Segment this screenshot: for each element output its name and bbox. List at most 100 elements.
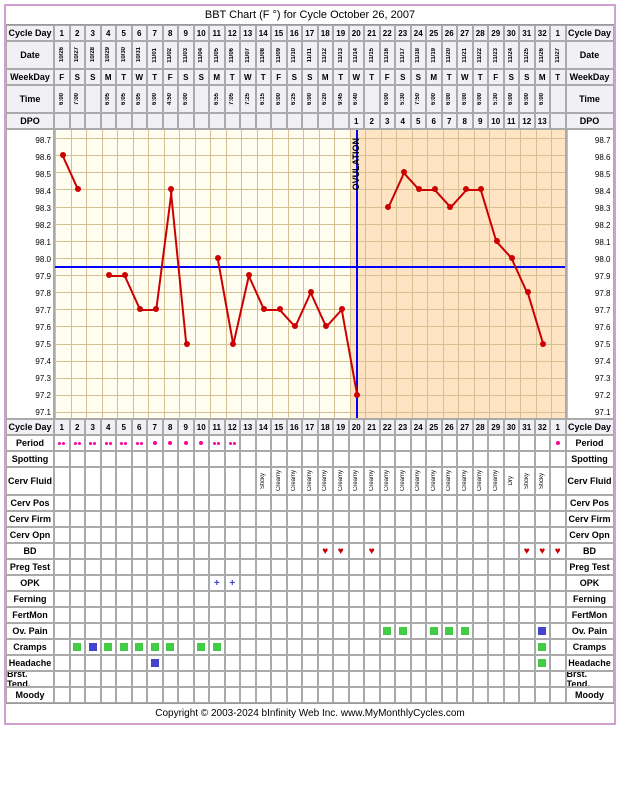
temp-point-13 [261, 306, 267, 312]
cell-cycleday-10: 11 [209, 25, 225, 41]
row-label-cycleday: Cycle Day [6, 419, 54, 435]
header-grid: Cycle Day1234567891011121314151617181920… [6, 25, 614, 129]
cell-brst-30 [519, 671, 535, 687]
cell-ferning-6 [147, 591, 163, 607]
row-label-ferning: Ferning [6, 591, 54, 607]
cell-cervpos-12 [240, 495, 256, 511]
cell-cervfluid-21: Creamy [380, 467, 396, 495]
cell-bd-24 [426, 543, 442, 559]
cell-ovpain-19 [349, 623, 365, 639]
cell-cervopn-9 [194, 527, 210, 543]
cell-moody-8 [178, 687, 194, 703]
cell-cervopn-26 [457, 527, 473, 543]
temp-point-17 [323, 323, 329, 329]
cell-cramps-18 [333, 639, 349, 655]
cell-cervopn-5 [132, 527, 148, 543]
cell-bd-3 [101, 543, 117, 559]
cell-ovpain-11 [225, 623, 241, 639]
ylabel: 97.2 [7, 387, 53, 404]
cell-cervfirm-27 [473, 511, 489, 527]
cell-date-21: 11/16 [380, 41, 396, 69]
cell-bd-7 [163, 543, 179, 559]
cell-brst-28 [488, 671, 504, 687]
cell-cervpos-23 [411, 495, 427, 511]
cell-brst-2 [85, 671, 101, 687]
temp-point-22 [401, 169, 407, 175]
cell-cycleday-18: 19 [333, 25, 349, 41]
cell-brst-5 [132, 671, 148, 687]
cell-spotting-20 [364, 451, 380, 467]
cell-cervfluid-26: Creamy [457, 467, 473, 495]
cell-moody-18 [333, 687, 349, 703]
row-label-brst-r: Brst. Tend. [566, 671, 614, 687]
row-label-cramps: Cramps [6, 639, 54, 655]
cell-cervfluid-24: Creamy [426, 467, 442, 495]
cell-headache-8 [178, 655, 194, 671]
cell-fertmon-28 [488, 607, 504, 623]
cell-headache-24 [426, 655, 442, 671]
cell-date-28: 11/23 [488, 41, 504, 69]
cell-dpo-4 [116, 113, 132, 129]
cell-date-4: 10/30 [116, 41, 132, 69]
cell-cervpos-0 [54, 495, 70, 511]
green-square [461, 627, 469, 635]
cell-bd-22 [395, 543, 411, 559]
ylabel: 97.6 [7, 319, 53, 336]
cell-time-5: 6:05 [132, 85, 148, 113]
cell-fertmon-18 [333, 607, 349, 623]
row-label-moody-r: Moody [566, 687, 614, 703]
cell-weekday-29: S [504, 69, 520, 85]
cell-ovpain-6 [147, 623, 163, 639]
row-label-period: Period [6, 435, 54, 451]
cell-time-25: 6:00 [442, 85, 458, 113]
cell-time-9 [194, 85, 210, 113]
cell-cycleday-26: 27 [457, 25, 473, 41]
cell-moody-7 [163, 687, 179, 703]
cell-ovpain-0 [54, 623, 70, 639]
cell-date-10: 11/05 [209, 41, 225, 69]
cell-period-8 [178, 435, 194, 451]
cell-ovpain-5 [132, 623, 148, 639]
cell-period-27 [473, 435, 489, 451]
cell-cervfirm-28 [488, 511, 504, 527]
cell-dpo-19: 1 [349, 113, 365, 129]
cell-brst-29 [504, 671, 520, 687]
row-label-brst: Brst. Tend. [6, 671, 54, 687]
cell-fertmon-25 [442, 607, 458, 623]
cell-cervpos-25 [442, 495, 458, 511]
cell-dpo-31: 13 [535, 113, 551, 129]
cell-cycleday-24: 25 [426, 25, 442, 41]
cell-weekday-30: S [519, 69, 535, 85]
footer: Copyright © 2003-2024 bInfinity Web Inc.… [6, 703, 614, 723]
cell-cervopn-16 [302, 527, 318, 543]
cell-cervfirm-2 [85, 511, 101, 527]
cell-ferning-10 [209, 591, 225, 607]
cell-moody-12 [240, 687, 256, 703]
cell-cramps-19 [349, 639, 365, 655]
cell-spotting-31 [535, 451, 551, 467]
cell-cycleday-8: 9 [178, 25, 194, 41]
cell-weekday-6: T [147, 69, 163, 85]
ylabel: 97.9 [567, 268, 613, 285]
cell-headache-2 [85, 655, 101, 671]
temp-point-4 [122, 272, 128, 278]
cell-bd-11 [225, 543, 241, 559]
cell-cycleday-28: 29 [488, 419, 504, 435]
cell-cramps-32 [550, 639, 566, 655]
temp-point-16 [308, 289, 314, 295]
cell-date-25: 11/20 [442, 41, 458, 69]
cell-ferning-11 [225, 591, 241, 607]
cell-date-16: 11/11 [302, 41, 318, 69]
cell-period-23 [411, 435, 427, 451]
cell-spotting-17 [318, 451, 334, 467]
cell-preg-27 [473, 559, 489, 575]
period-dots [120, 442, 127, 445]
cell-cervfluid-22: Creamy [395, 467, 411, 495]
ylabel: 97.4 [7, 353, 53, 370]
ylabel: 98.5 [7, 166, 53, 183]
cell-weekday-2: S [85, 69, 101, 85]
ylabel: 98.6 [567, 149, 613, 166]
cell-time-18: 9:45 [333, 85, 349, 113]
cell-cervpos-14 [271, 495, 287, 511]
cell-ovpain-21 [380, 623, 396, 639]
